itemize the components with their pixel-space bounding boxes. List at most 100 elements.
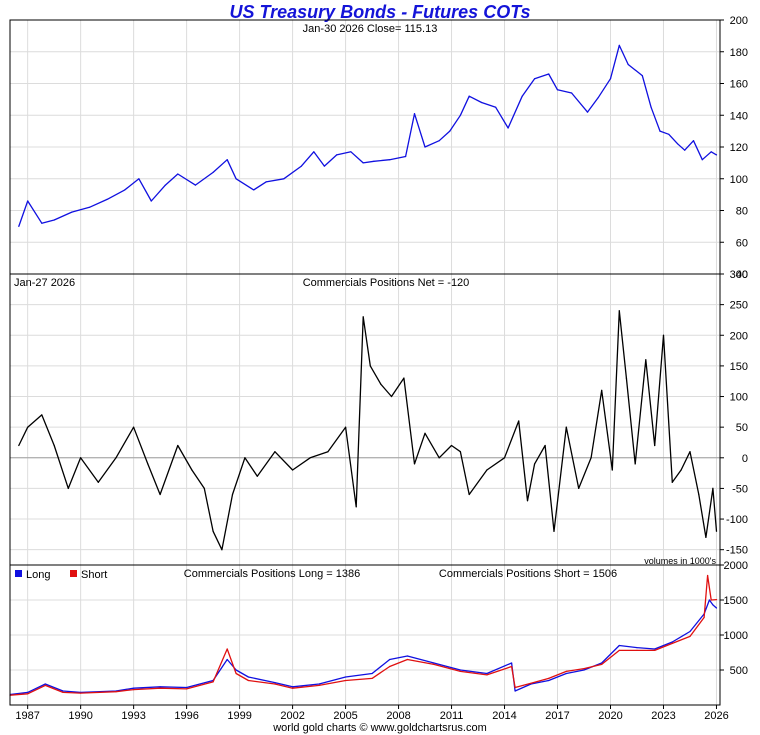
short-positions-label: Commercials Positions Short = 1506 [439,568,617,580]
xtick-label-2023: 2023 [651,710,675,722]
data-point-net-0-15 [221,549,223,551]
data-point-positions-1-25 [530,682,532,684]
data-point-net-0-17 [244,457,246,459]
data-point-positions-0-21 [459,669,461,671]
data-point-positions-1-11 [235,672,237,675]
data-point-price-0-37 [521,95,523,97]
data-point-price-0-21 [323,165,325,167]
legend-short-label: Short [81,569,107,581]
data-point-price-0-5 [88,206,91,208]
data-point-net-0-27 [380,383,382,385]
net-panel-date: Jan-27 2026 [14,277,75,289]
data-point-positions-1-4 [80,692,82,694]
data-point-price-0-44 [609,78,612,80]
data-point-price-0-55 [710,151,712,153]
data-point-positions-0-14 [292,686,294,688]
data-point-net-0-60 [715,530,718,532]
data-point-net-0-56 [689,451,691,453]
data-point-net-0-55 [680,469,682,471]
data-point-price-0-24 [362,162,364,164]
data-point-price-0-22 [336,154,338,156]
xtick-label-1996: 1996 [174,710,198,722]
ytick-label-net-150: 150 [730,361,748,373]
ytick-label-net--150: -150 [726,545,748,557]
data-point-price-0-56 [715,154,718,156]
data-point-positions-1-17 [371,677,373,680]
data-point-net-0-53 [662,334,665,336]
data-point-positions-0-23 [511,662,513,664]
data-point-positions-1-20 [433,663,435,666]
data-point-price-0-9 [150,200,152,202]
data-point-positions-0-26 [548,679,550,682]
data-point-price-0-35 [495,106,497,108]
data-point-positions-0-20 [433,662,435,664]
data-point-positions-0-29 [601,662,603,664]
data-point-price-0-20 [313,151,315,153]
data-point-price-0-17 [265,181,267,183]
data-point-net-0-59 [712,487,714,489]
data-point-positions-0-28 [583,669,585,671]
data-point-price-0-25 [373,160,375,162]
data-point-price-0-52 [684,149,686,151]
data-point-net-0-2 [41,414,43,416]
data-point-net-0-22 [327,451,329,453]
ytick-label-price-140: 140 [730,110,748,122]
data-point-positions-0-32 [654,648,656,650]
data-point-net-0-29 [403,377,405,379]
volume-note: volumes in 1000's [644,556,716,566]
data-point-net-0-25 [362,316,364,318]
xtick-label-2017: 2017 [545,710,569,722]
data-point-price-0-10 [164,184,166,186]
data-point-price-0-6 [106,198,108,200]
data-point-price-0-19 [300,165,302,167]
data-point-price-0-49 [659,130,661,132]
data-point-positions-1-28 [583,668,585,670]
xtick-label-2020: 2020 [598,710,622,722]
xtick-label-1999: 1999 [227,710,251,722]
data-point-price-0-2 [41,222,43,224]
data-point-positions-1-15 [318,684,320,687]
data-point-price-0-39 [548,73,550,75]
data-point-net-0-42 [553,530,555,532]
data-point-positions-0-17 [371,672,373,675]
data-point-net-0-4 [67,487,69,489]
data-point-net-0-28 [390,395,393,398]
data-point-price-0-1 [27,200,29,202]
data-point-price-0-48 [650,106,652,108]
data-point-price-0-29 [424,146,426,148]
data-point-positions-1-21 [459,670,461,673]
data-point-positions-1-14 [292,687,294,689]
ytick-label-price-200: 200 [730,15,748,27]
data-point-positions-0-36 [708,599,711,601]
data-point-price-0-42 [586,111,589,113]
data-point-positions-0-33 [671,641,673,643]
ytick-label-net-0: 0 [742,453,748,465]
data-point-price-0-41 [571,92,573,94]
data-point-net-0-45 [590,457,592,459]
data-point-positions-1-38 [715,599,718,601]
data-point-positions-0-11 [235,669,237,671]
ytick-label-net-100: 100 [730,392,748,404]
data-point-positions-1-33 [671,642,673,645]
data-point-positions-1-29 [601,663,603,666]
data-point-price-0-15 [235,178,237,180]
data-point-net-0-19 [274,451,276,453]
data-point-price-0-33 [468,95,470,97]
legend-short-swatch [70,570,77,577]
data-point-positions-0-18 [389,658,391,661]
data-point-positions-1-8 [186,688,188,690]
data-point-net-0-33 [450,444,453,447]
data-point-positions-1-23 [511,665,513,668]
data-point-positions-0-30 [618,644,620,647]
data-point-positions-0-8 [186,686,188,689]
data-point-positions-1-30 [618,649,620,652]
data-point-net-0-8 [133,426,135,428]
data-point-positions-1-36 [707,574,709,577]
data-point-price-0-14 [226,159,228,161]
chart-footer: world gold charts © www.goldchartsrus.co… [273,722,487,734]
data-point-positions-0-2 [44,683,46,685]
xtick-label-2011: 2011 [440,710,464,722]
data-point-price-0-26 [389,159,391,161]
data-point-net-0-12 [191,469,193,471]
